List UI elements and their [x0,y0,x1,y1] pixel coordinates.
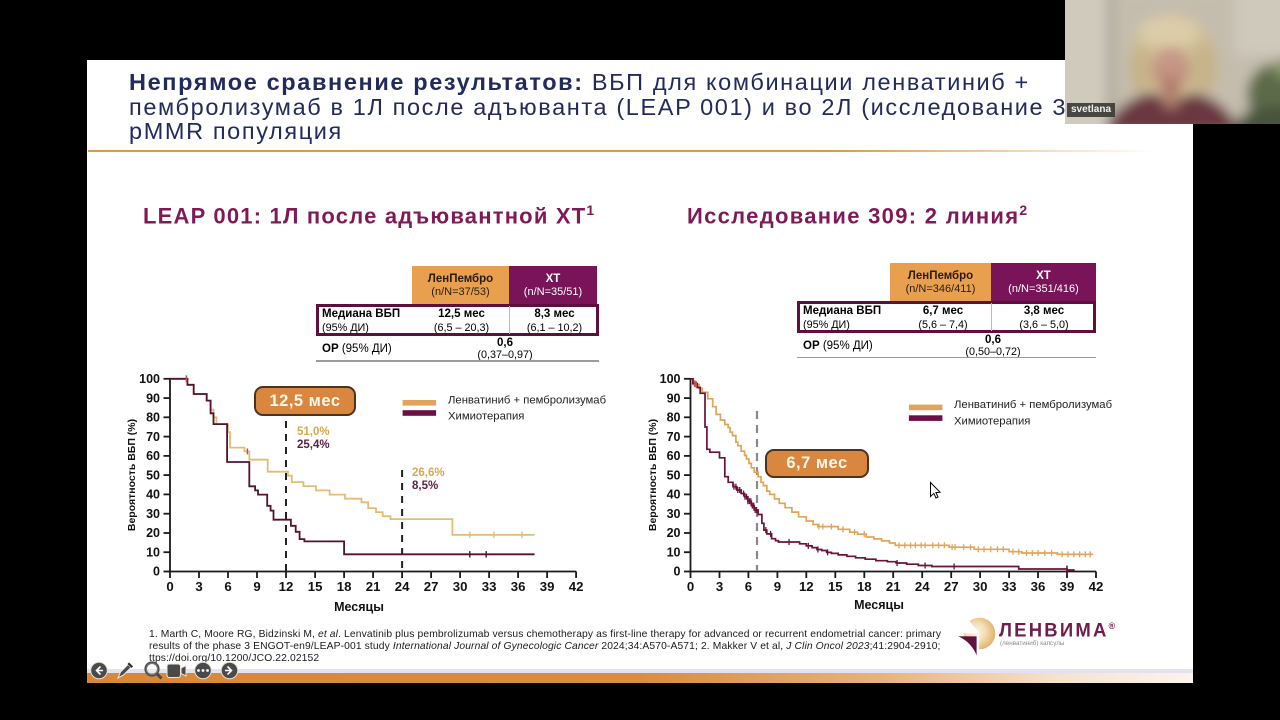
svg-text:80: 80 [667,411,681,425]
svg-text:Месяцы: Месяцы [334,600,384,614]
svg-text:12: 12 [279,579,294,594]
svg-text:Вероятность ВБП (%): Вероятность ВБП (%) [647,419,659,531]
svg-text:6: 6 [224,579,231,594]
svg-text:20: 20 [667,526,681,540]
svg-text:15: 15 [308,579,323,594]
svg-text:Вероятность ВБП (%): Вероятность ВБП (%) [126,419,138,531]
svg-text:70: 70 [146,430,160,444]
svg-text:30: 30 [146,507,160,521]
svg-text:24: 24 [915,579,930,594]
svg-text:21: 21 [886,579,901,594]
svg-text:42: 42 [1089,579,1104,594]
svg-text:6: 6 [745,579,752,594]
svg-text:3: 3 [195,579,202,594]
svg-text:12: 12 [799,579,814,594]
svg-text:36: 36 [1031,579,1046,594]
svg-text:33: 33 [482,579,497,594]
svg-text:9: 9 [253,579,260,594]
svg-text:Ленватиниб + пембролизумаб: Ленватиниб + пембролизумаб [448,395,606,407]
svg-text:Химиотерапия: Химиотерапия [954,416,1030,428]
svg-text:Ленватиниб + пембролизумаб: Ленватиниб + пембролизумаб [954,399,1112,411]
svg-text:30: 30 [973,579,988,594]
svg-text:18: 18 [337,579,352,594]
svg-text:9: 9 [774,579,781,594]
svg-text:39: 39 [1060,579,1075,594]
svg-text:3: 3 [716,579,723,594]
svg-text:90: 90 [146,391,160,405]
svg-text:27: 27 [424,579,439,594]
svg-text:0: 0 [674,565,681,579]
svg-text:30: 30 [667,507,681,521]
svg-text:Химиотерапия: Химиотерапия [448,411,524,423]
svg-text:80: 80 [146,411,160,425]
svg-text:36: 36 [511,579,526,594]
svg-text:100: 100 [139,372,160,386]
svg-text:10: 10 [667,545,681,559]
svg-text:100: 100 [660,372,681,386]
svg-text:40: 40 [667,488,681,502]
svg-text:Месяцы: Месяцы [854,598,904,612]
svg-text:0: 0 [687,579,694,594]
svg-text:15: 15 [828,579,843,594]
svg-text:30: 30 [453,579,468,594]
svg-text:39: 39 [540,579,555,594]
svg-text:90: 90 [667,391,681,405]
svg-text:50: 50 [146,468,160,482]
svg-text:40: 40 [146,488,160,502]
svg-text:0: 0 [153,565,160,579]
svg-text:70: 70 [667,430,681,444]
svg-text:20: 20 [146,526,160,540]
svg-text:21: 21 [366,579,381,594]
svg-text:50: 50 [667,468,681,482]
svg-text:27: 27 [944,579,959,594]
svg-text:33: 33 [1002,579,1017,594]
svg-text:60: 60 [146,449,160,463]
svg-text:60: 60 [667,449,681,463]
svg-text:18: 18 [857,579,872,594]
svg-text:24: 24 [395,579,410,594]
svg-text:10: 10 [146,545,160,559]
svg-text:42: 42 [569,579,584,594]
svg-text:0: 0 [166,579,173,594]
